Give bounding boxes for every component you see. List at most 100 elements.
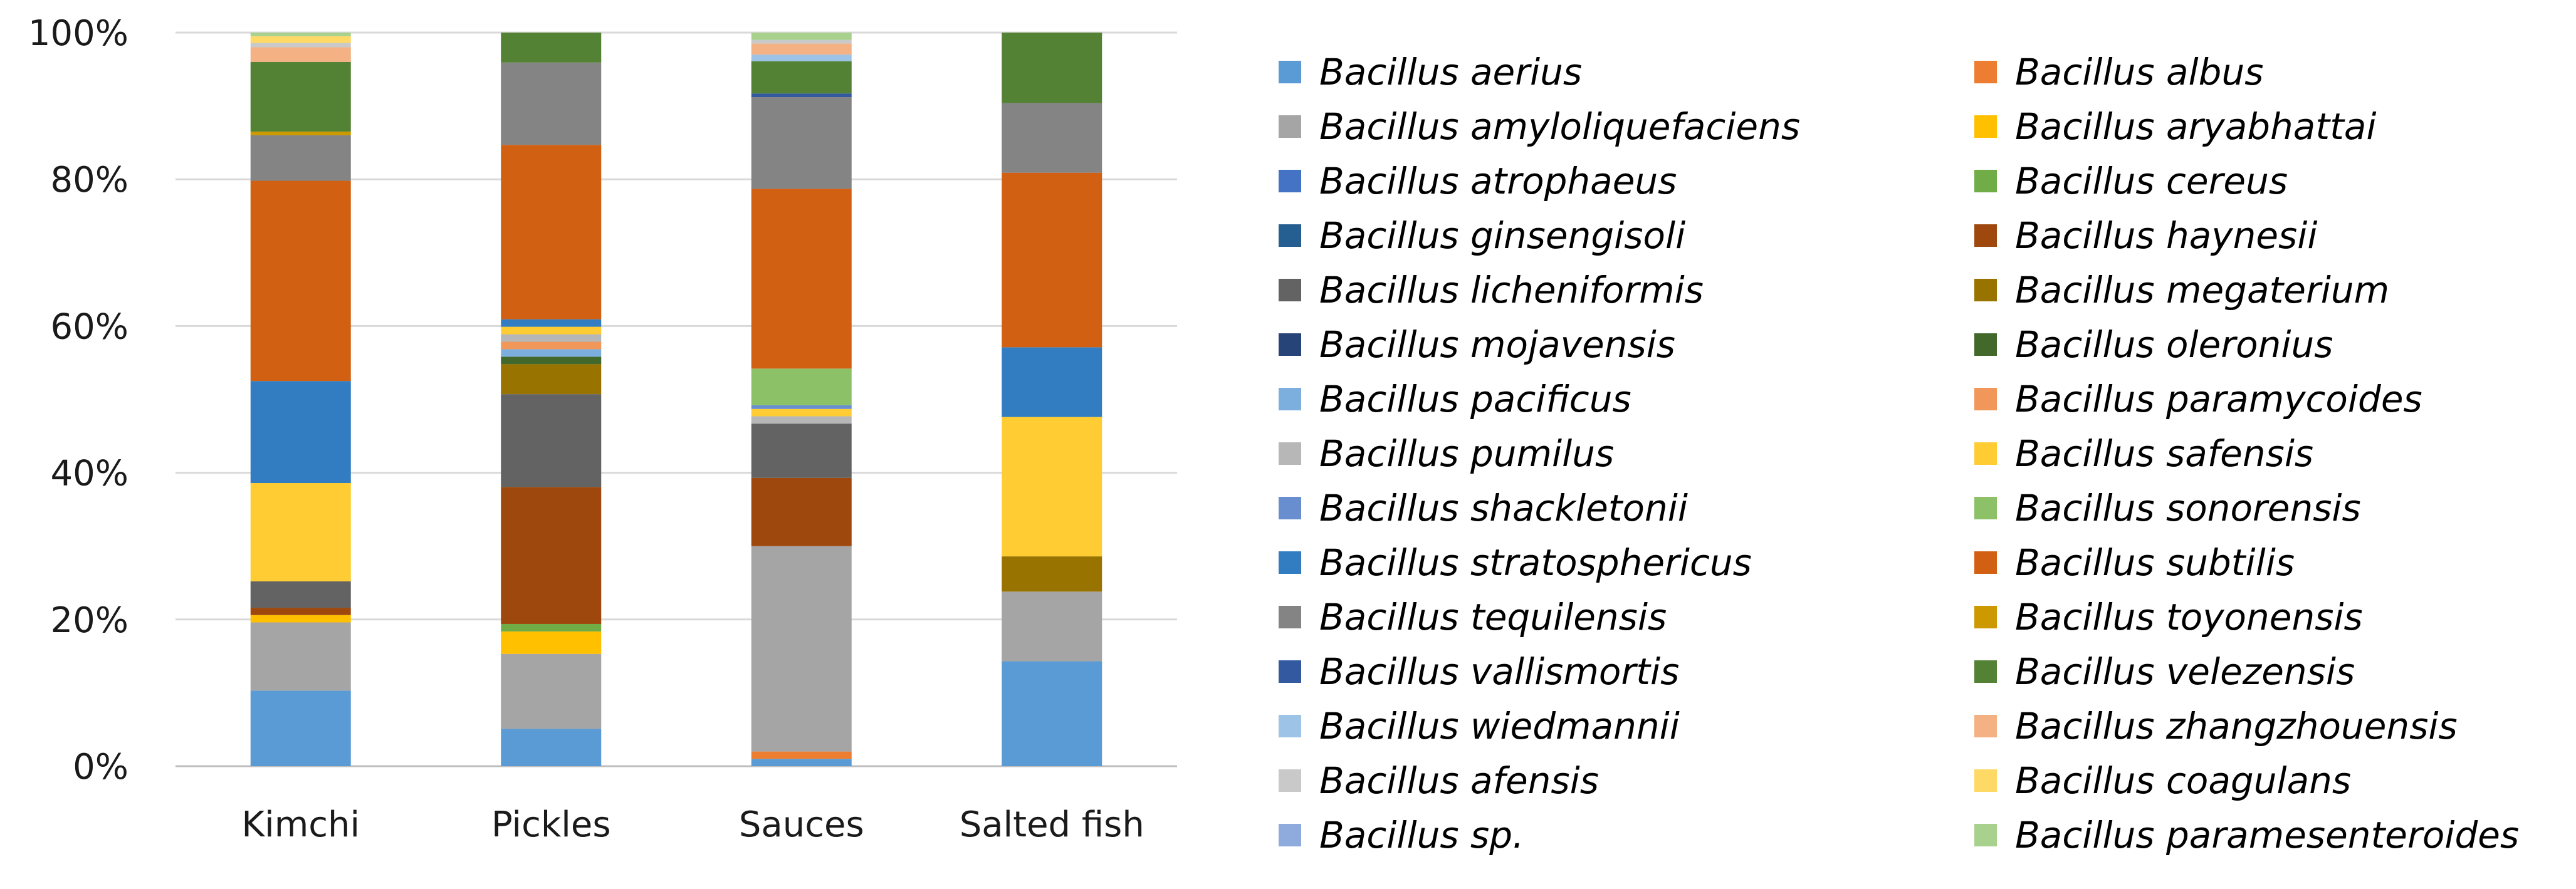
legend-label: Bacillus shackletonii [1319,487,1688,529]
bar-segment [501,356,602,365]
bar-segment [1002,347,1102,417]
bar-segment [501,653,602,729]
legend-label: Bacillus mojavensis [1319,323,1675,366]
legend-swatch [1279,442,1301,465]
legend-swatch [1974,170,1997,192]
legend-swatch [1279,606,1301,628]
legend-label: Bacillus coagulans [2015,759,2351,802]
legend-swatch [1279,224,1301,247]
legend-label: Bacillus tequilensis [1319,596,1667,638]
bar-segment [501,341,602,350]
legend-label: Bacillus toyonensis [2015,596,2363,638]
legend-label: Bacillus megaterium [2015,269,2389,311]
bar-segment [751,546,852,752]
bar-segment [250,608,351,615]
legend-label: Bacillus paramesenteroides [2015,814,2519,856]
bar-segment [751,189,852,369]
legend-label: Bacillus haynesii [2015,214,2318,257]
bar-segment [751,368,852,405]
bar-segment [250,690,351,766]
legend-swatch [1974,333,1997,356]
bar-segment [250,43,351,48]
legend-label: Bacillus paramycoides [2015,378,2422,420]
bar-segment [751,97,852,189]
bar-segment [751,424,852,478]
bar-segment [751,416,852,424]
legend-label: Bacillus zhangzhouensis [2015,705,2458,747]
legend-swatch [1974,715,1997,737]
bar-segment [1002,103,1102,173]
legend-swatch [1279,497,1301,519]
legend-swatch [1279,170,1301,192]
bar-segment [250,132,351,135]
legend-swatch [1974,824,1997,846]
bar-segment [751,93,852,98]
legend-label: Bacillus albus [2015,51,2263,93]
bar-segment [250,622,351,691]
legend-label: Bacillus afensis [1319,759,1599,802]
legend-swatch [1279,115,1301,138]
bar-segment [501,631,602,654]
bar-segment [250,381,351,483]
bar-segment [501,33,602,63]
legend-swatch [1974,388,1997,410]
y-tick-label: 60% [51,306,128,347]
legend-label: Bacillus pumilus [1319,432,1614,475]
bar-segment [1002,417,1102,557]
legend-swatch [1974,224,1997,247]
legend-label: Bacillus sonorensis [2015,487,2361,529]
legend-label: Bacillus sp. [1319,814,1524,856]
legend-label: Bacillus wiedmannii [1319,705,1680,747]
legend-swatch [1279,660,1301,683]
legend-swatch [1974,660,1997,683]
bar-segment [250,180,351,382]
bar-segment [751,759,852,766]
legend-label: Bacillus velezensis [2015,650,2355,693]
bar-segment [250,482,351,581]
bar-segment [501,62,602,145]
y-tick-label: 100% [28,13,128,54]
y-tick-label: 80% [51,160,128,200]
bar-segment [751,408,852,417]
bar-segment [751,405,852,409]
bar-segment [751,43,852,55]
legend-swatch [1974,279,1997,301]
bars [250,33,1102,766]
bar-segment [751,39,852,44]
bar-segment [250,135,351,181]
legend-label: Bacillus vallismortis [1319,650,1679,693]
bar-segment [501,623,602,632]
bar-segment [501,487,602,624]
legend-swatch [1974,61,1997,83]
x-category-label: Salted fish [960,804,1144,845]
legend-label: Bacillus licheniformis [1319,269,1704,311]
y-tick-label: 20% [51,600,128,641]
bar-segment [1002,556,1102,592]
bar-segment [250,33,351,36]
bar-segment [751,751,852,759]
legend-swatch [1279,279,1301,301]
legend-label: Bacillus safensis [2015,432,2313,475]
bar-segment [501,394,602,487]
bar-segment [250,581,351,608]
legend-swatch [1279,824,1301,846]
legend-label: Bacillus ginsengisoli [1319,214,1685,257]
legend-swatch [1974,497,1997,519]
bar-segment [501,145,602,320]
legend-label: Bacillus cereus [2015,160,2288,202]
y-tick-label: 40% [51,454,128,494]
bar-segment [501,349,602,357]
legend-label: Bacillus amyloliquefaciens [1319,105,1800,148]
y-tick-label: 0% [73,747,128,788]
x-category-label: Kimchi [241,804,360,845]
bar-segment [1002,661,1102,766]
legend: Bacillus aerius Bacillus albus Bacillus am… [1279,51,2519,856]
bar-segment [501,326,602,335]
legend-swatch [1974,442,1997,465]
bar-segment [250,36,351,43]
bar-segment [1002,172,1102,348]
legend-swatch [1279,61,1301,83]
bar-segment [751,33,852,40]
bar-segment [501,334,602,342]
